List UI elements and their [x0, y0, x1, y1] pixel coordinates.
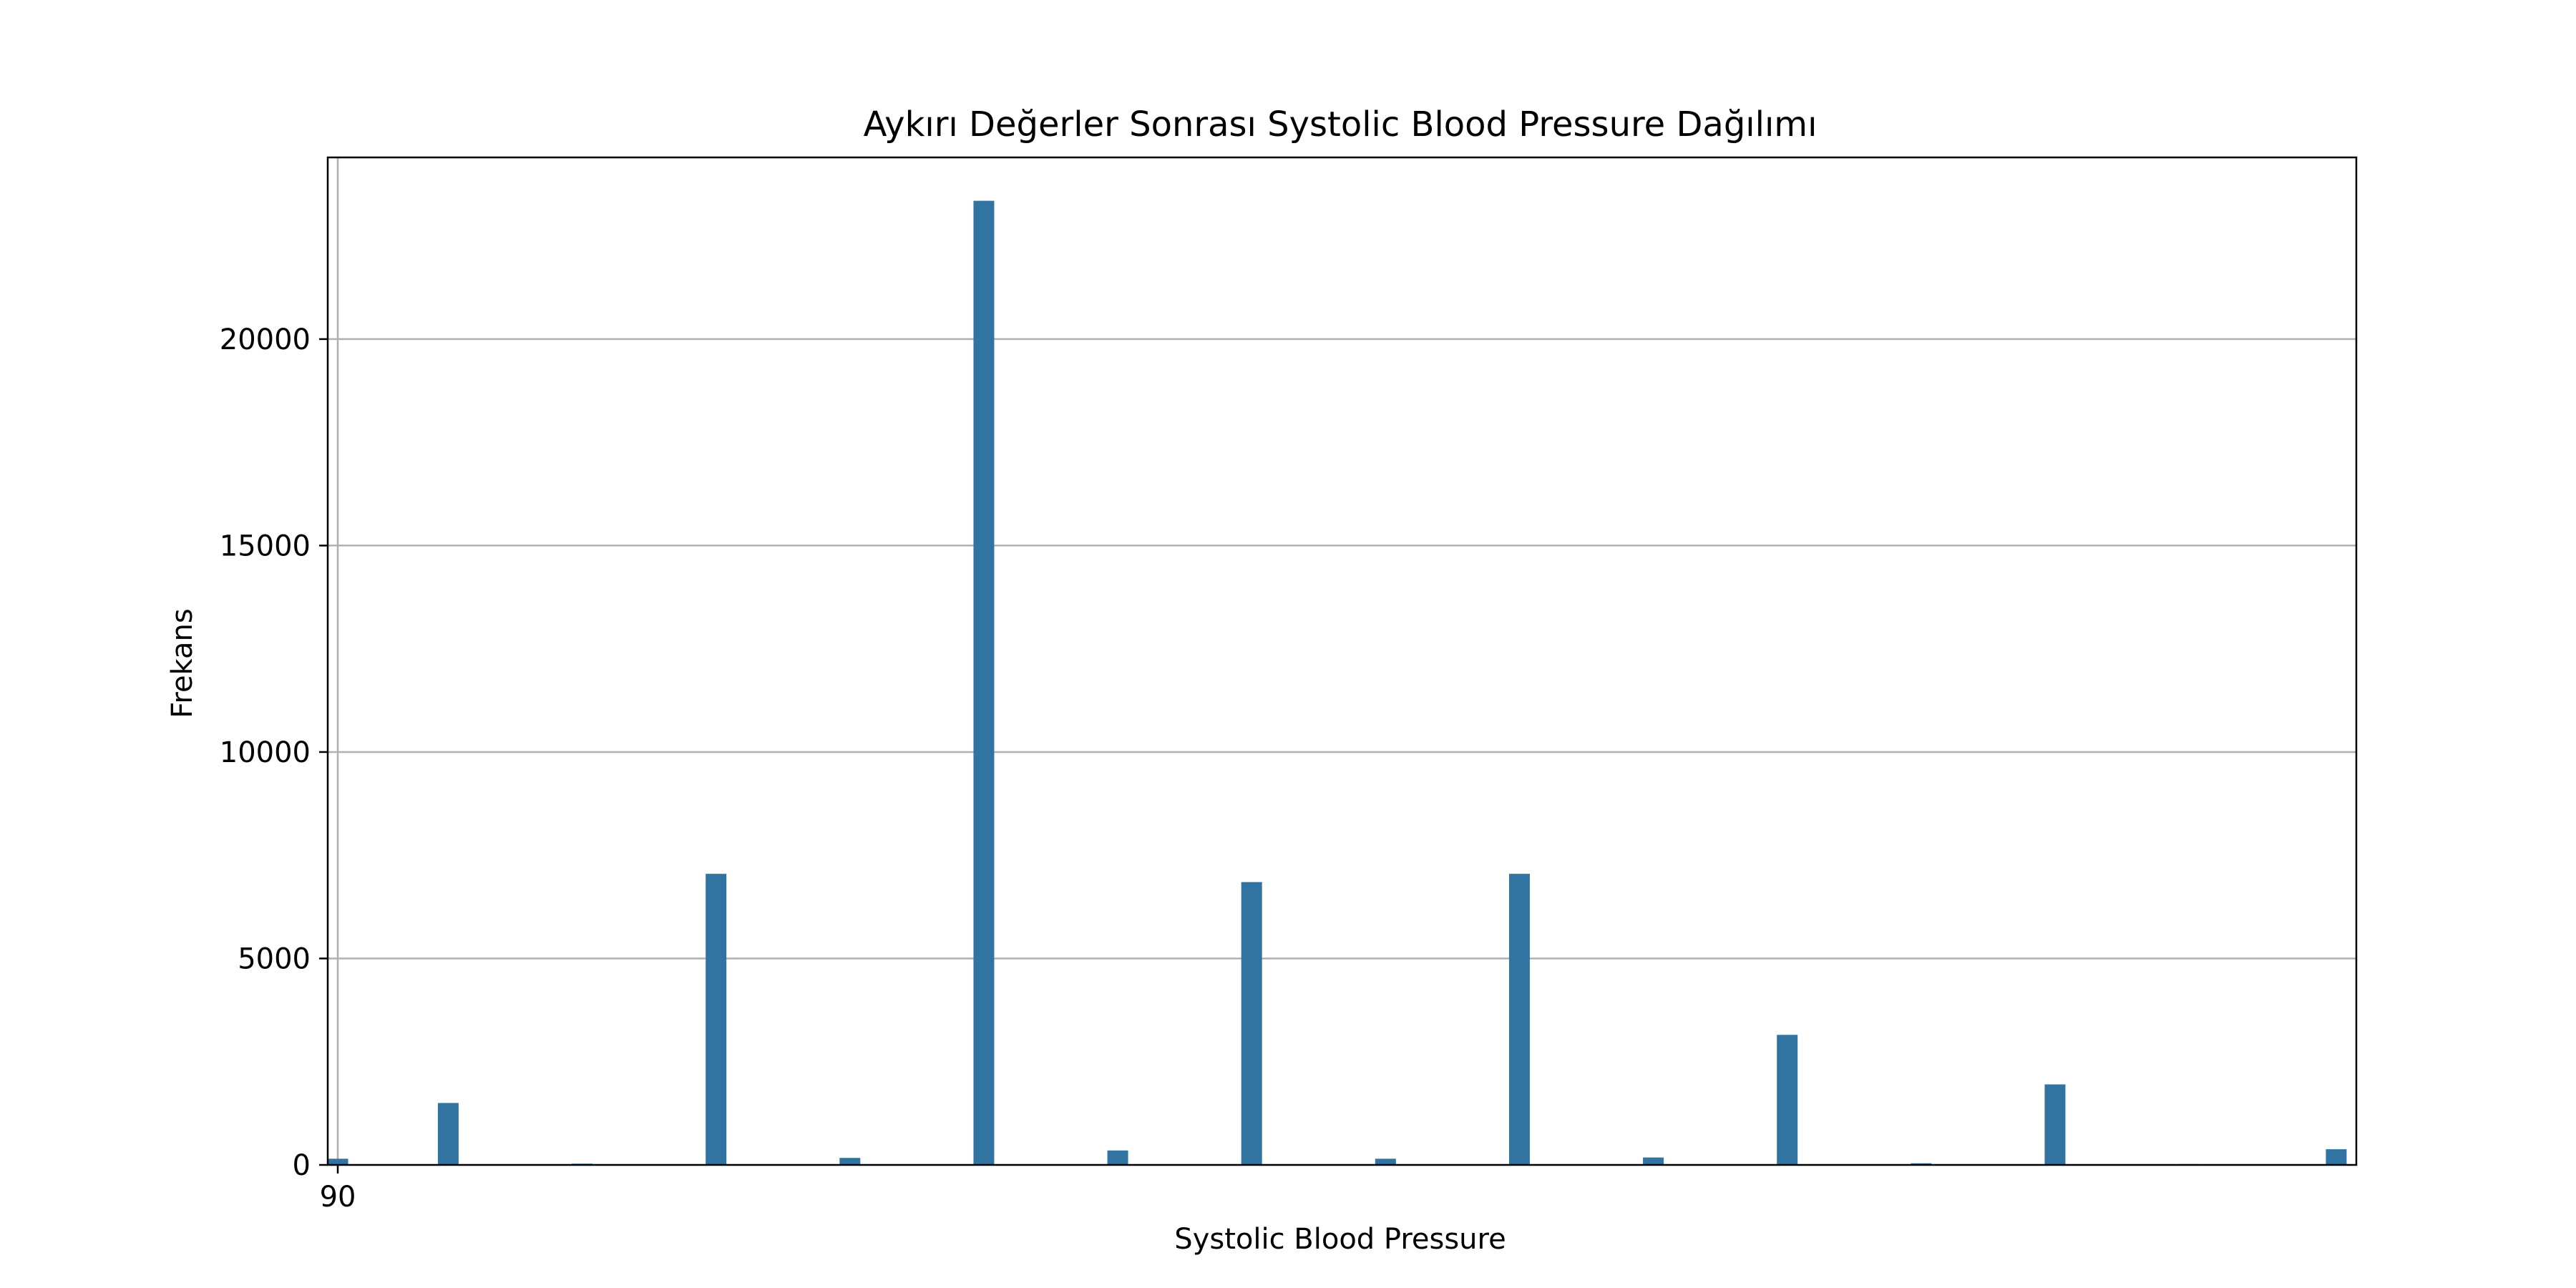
bar-4 [839, 1158, 861, 1165]
chart-title: Aykırı Değerler Sonrası Systolic Blood P… [864, 104, 1818, 145]
bar-9 [1508, 874, 1530, 1165]
bar-13 [2044, 1084, 2066, 1165]
bars [327, 200, 2347, 1166]
gridlines [328, 157, 2356, 1165]
bar-11 [1777, 1035, 1798, 1165]
bar-10 [1643, 1157, 1664, 1165]
y-tick-label: 0 [293, 1149, 311, 1182]
y-axis-ticks: 0 5000 10000 15000 20000 [220, 323, 328, 1182]
x-axis-ticks: 90 [320, 1165, 356, 1214]
plot-frame [326, 156, 2358, 1166]
bar-8 [1375, 1158, 1396, 1165]
y-tick-label: 20000 [220, 323, 311, 356]
y-axis-title: Frekans [166, 608, 199, 718]
x-tick-label: 90 [320, 1181, 356, 1214]
bar-7 [1241, 882, 1262, 1165]
bar-5 [973, 200, 995, 1166]
bar-6 [1107, 1150, 1128, 1165]
bar-1 [437, 1103, 459, 1165]
bar-3 [706, 874, 727, 1165]
y-tick-label: 10000 [220, 736, 311, 769]
y-tick-label: 15000 [220, 530, 311, 562]
x-axis-title: Systolic Blood Pressure [1174, 1223, 1506, 1256]
bar-0 [327, 1158, 348, 1165]
y-tick-label: 5000 [238, 942, 311, 975]
bar-15 [2326, 1149, 2347, 1165]
